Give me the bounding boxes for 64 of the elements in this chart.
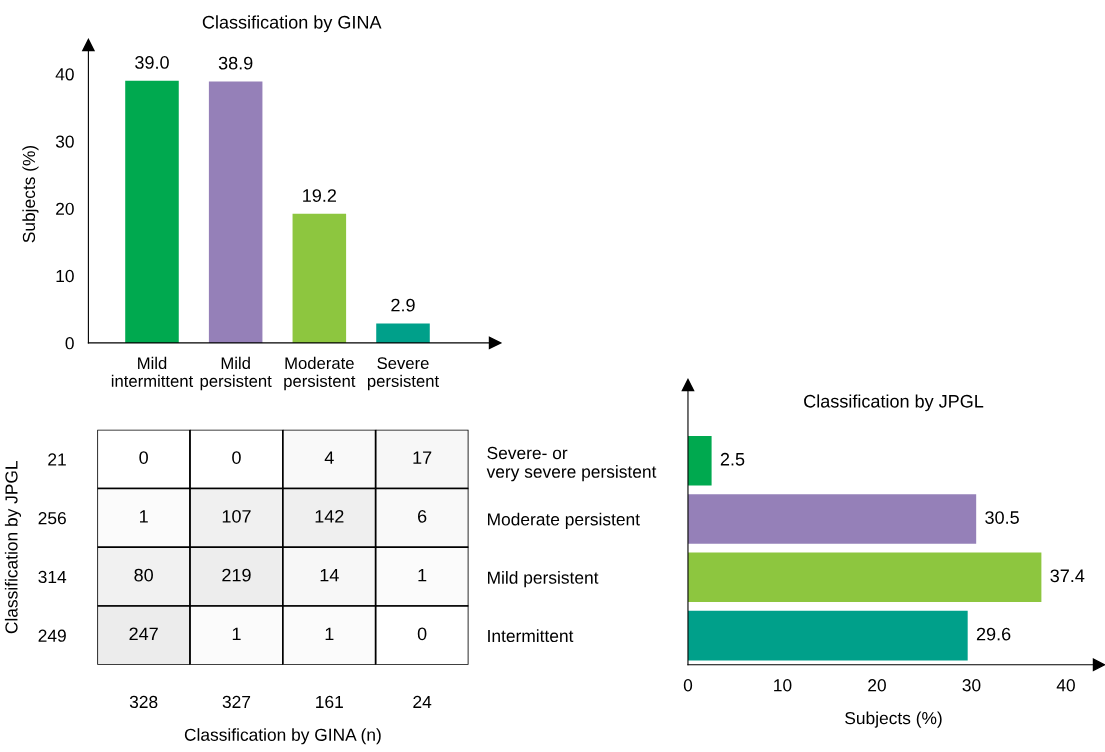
- x-tick-label: 0: [683, 679, 693, 692]
- data-label: 1: [140, 510, 148, 523]
- x-tick-label: 328: [129, 695, 158, 709]
- x-tick-label: 24: [413, 695, 432, 708]
- chart-title: Classification by GINA: [202, 15, 382, 33]
- y-tick-label: 21: [48, 453, 66, 466]
- x-tick-label: Mild intermittent: [111, 356, 194, 387]
- x-tick-label: 30: [962, 679, 981, 692]
- x-axis-title: Subjects (%): [845, 711, 942, 728]
- x-tick-label: 327: [222, 695, 251, 709]
- y-tick-label: 30: [55, 135, 74, 148]
- bar: [125, 80, 179, 343]
- data-label: 219: [222, 568, 251, 582]
- data-label: 30.5: [985, 511, 1019, 524]
- y-tick-label: 314: [38, 570, 67, 584]
- y-tick-label: Intermittent: [488, 629, 574, 643]
- x-tick-label: 20: [868, 679, 886, 692]
- x-tick-label: Moderate persistent: [284, 356, 356, 391]
- data-label: 14: [320, 568, 339, 582]
- data-label: 4: [324, 451, 334, 464]
- data-label: 39.0: [135, 56, 169, 69]
- x-tick-label: 10: [774, 679, 792, 692]
- x-tick-label: Mild persistent: [200, 356, 272, 391]
- y-tick-label: 249: [38, 629, 66, 642]
- bar: [687, 436, 712, 486]
- data-label: 1: [325, 627, 334, 641]
- bar: [208, 81, 263, 343]
- chart-title: Classification by JPGL: [804, 394, 984, 412]
- bar: [376, 323, 430, 343]
- y-tick-label: Moderate persistent: [488, 512, 640, 529]
- x-axis-title: Classification by GINA (n): [184, 728, 381, 745]
- bar: [687, 552, 1042, 603]
- data-label: 2.5: [720, 452, 745, 466]
- y-axis-title: Classification by JPGL: [4, 461, 22, 634]
- data-label: 0: [139, 451, 148, 464]
- data-label: 17: [413, 451, 432, 464]
- data-label: 6: [418, 509, 427, 523]
- data-label: 142: [315, 509, 344, 523]
- bar: [292, 213, 347, 343]
- bar: [687, 494, 977, 544]
- y-tick-label: 10: [56, 269, 74, 283]
- data-label: 38.9: [218, 56, 253, 70]
- x-tick-label: 40: [1056, 679, 1075, 692]
- data-label: 80: [134, 568, 153, 582]
- data-label: 107: [222, 509, 251, 523]
- data-label: 1: [418, 568, 427, 582]
- x-tick-label: Severe persistent: [367, 357, 440, 391]
- x-tick-label: 161: [316, 695, 343, 709]
- y-tick-label: 256: [38, 512, 66, 525]
- data-label: 0: [417, 627, 427, 641]
- data-label: 0: [232, 451, 241, 464]
- data-label: 1: [232, 627, 241, 641]
- data-label: 37.4: [1050, 569, 1085, 583]
- y-tick-label: 0: [65, 337, 74, 350]
- data-label: 247: [129, 627, 158, 641]
- y-axis-title: Subjects (%): [22, 145, 39, 243]
- data-label: 19.2: [303, 189, 336, 202]
- y-tick-label: 20: [56, 202, 74, 215]
- y-tick-label: Severe- or very severe persistent: [486, 446, 657, 482]
- data-label: 2.9: [391, 298, 415, 312]
- bar: [687, 610, 968, 661]
- y-tick-label: 40: [55, 68, 74, 81]
- y-tick-label: Mild persistent: [488, 571, 599, 588]
- data-label: 29.6: [976, 627, 1011, 641]
